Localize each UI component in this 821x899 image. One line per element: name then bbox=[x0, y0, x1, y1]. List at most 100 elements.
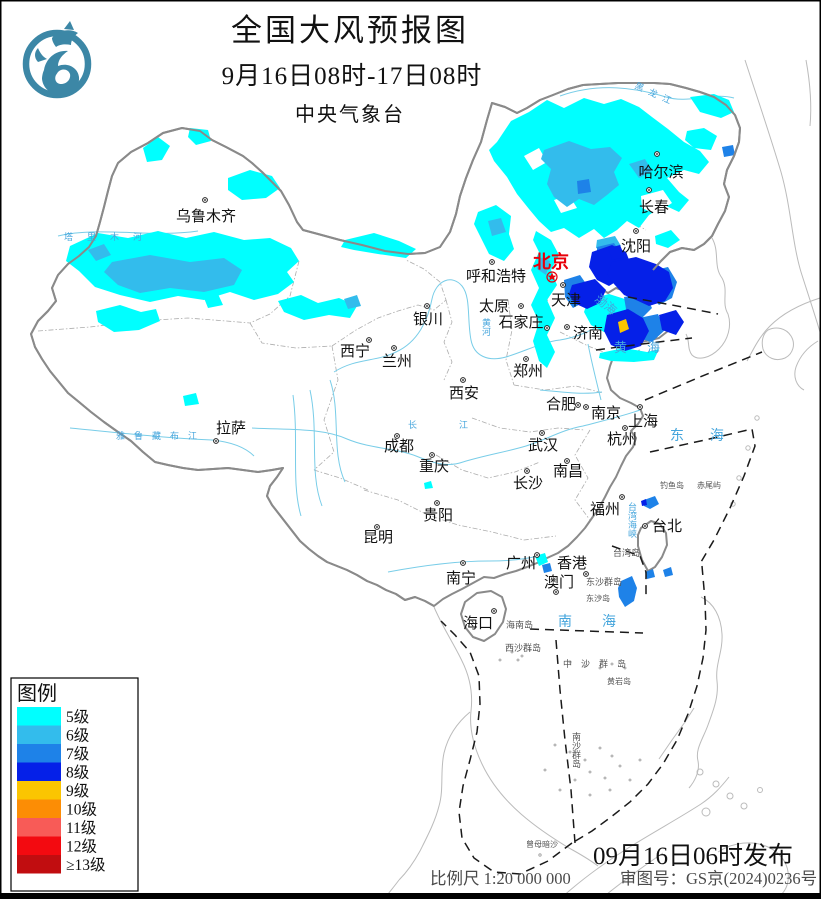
maritime-dash-lines bbox=[440, 296, 763, 875]
city-marker bbox=[619, 494, 625, 500]
city-marker bbox=[642, 523, 648, 529]
city-marker bbox=[524, 468, 530, 474]
city-label-guangzhou: 广州 bbox=[506, 555, 536, 572]
city-label-guiyang: 贵阳 bbox=[423, 507, 453, 524]
city-label-yinchuan: 银川 bbox=[413, 311, 443, 328]
svg-text:5级: 5级 bbox=[66, 708, 89, 726]
city-label-shanghai: 上海 bbox=[628, 413, 658, 430]
city-marker bbox=[637, 404, 643, 410]
wind-patches-level8 bbox=[569, 245, 684, 506]
issued-time: 09月16日06时发布 bbox=[593, 842, 793, 870]
cma-logo bbox=[22, 21, 92, 99]
island-label-dongsha-qundao: 东沙群岛 bbox=[586, 576, 622, 587]
city-label-taiyuan: 太原 bbox=[479, 298, 509, 315]
river-label-tarim: 塔里木河 bbox=[64, 231, 156, 242]
river-label-huanghe: 黄河 bbox=[481, 317, 491, 336]
legend-row: 8级 bbox=[17, 762, 89, 782]
city-label-chongqing: 重庆 bbox=[419, 458, 449, 475]
island-label-zengmu: 曾母暗沙 bbox=[526, 839, 558, 849]
city-label-hangzhou: 杭州 bbox=[607, 431, 637, 448]
forecast-period: 9月16日08时-17日08时 bbox=[222, 62, 483, 90]
city-marker bbox=[460, 560, 466, 566]
city-label-macau: 澳门 bbox=[544, 574, 574, 591]
city-label-chengdu: 成都 bbox=[384, 438, 414, 455]
reef-dots bbox=[498, 595, 642, 857]
island-label-hainan: 海南岛 bbox=[506, 619, 533, 630]
bottom-bar bbox=[0, 893, 821, 899]
island-label-diaoyu: 钓鱼岛 bbox=[660, 480, 684, 490]
taiwan-island bbox=[637, 520, 668, 572]
footer-block: 09月16日06时发布 比例尺 1:20 000 000 审图号：GS京(202… bbox=[430, 842, 817, 888]
sea-label-donghai: 东海 bbox=[670, 428, 750, 444]
legend-row: ≥13级 bbox=[17, 855, 106, 874]
title-block: 全国大风预报图 9月16日08时-17日08时 中央气象台 bbox=[222, 13, 483, 126]
city-label-taipei: 台北 bbox=[652, 518, 682, 535]
svg-text:10级: 10级 bbox=[66, 801, 97, 819]
svg-text:11级: 11级 bbox=[66, 819, 96, 837]
legend-row: 9级 bbox=[17, 781, 89, 800]
legend-row: 5级 bbox=[17, 707, 89, 726]
city-label-kunming: 昆明 bbox=[363, 529, 393, 546]
city-marker bbox=[366, 337, 372, 343]
island-label-taiwan: 台湾岛 bbox=[613, 547, 640, 558]
city-marker bbox=[575, 402, 581, 408]
city-label-nanchang: 南昌 bbox=[553, 463, 583, 480]
city-label-shenyang: 沈阳 bbox=[621, 238, 651, 255]
page-title: 全国大风预报图 bbox=[231, 13, 469, 48]
land-border-overlay bbox=[30, 82, 741, 607]
city-label-shijiazhuang: 石家庄 bbox=[498, 313, 543, 331]
city-label-urumqi: 乌鲁木齐 bbox=[176, 208, 236, 225]
svg-text:6级: 6级 bbox=[66, 727, 89, 745]
city-marker bbox=[374, 524, 380, 530]
city-marker bbox=[202, 197, 208, 203]
city-label-hohhot: 呼和浩特 bbox=[466, 268, 526, 285]
city-marker bbox=[583, 404, 589, 410]
city-marker bbox=[544, 325, 550, 331]
sea-label-taiwan-strait: 台湾海峡 bbox=[627, 501, 637, 539]
legend-row: 11级 bbox=[17, 818, 96, 837]
svg-text:12级: 12级 bbox=[66, 838, 97, 856]
hainan-island bbox=[460, 590, 507, 642]
river-label-yarlung: 雅鲁藏布江 bbox=[116, 430, 206, 441]
island-label-dongsha-dao: 东沙岛 bbox=[586, 593, 610, 603]
city-marker bbox=[633, 228, 639, 234]
city-marker bbox=[489, 259, 495, 265]
wind-patches-level6 bbox=[88, 141, 652, 309]
city-marker bbox=[460, 377, 466, 383]
city-label-changchun: 长春 bbox=[639, 199, 669, 216]
city-marker bbox=[429, 452, 435, 458]
city-label-hongkong: 香港 bbox=[557, 555, 587, 572]
island-label-huangyan: 黄岩岛 bbox=[607, 676, 631, 686]
city-marker bbox=[553, 589, 559, 595]
legend-row: 10级 bbox=[17, 799, 97, 819]
city-label-fuzhou: 福州 bbox=[590, 501, 620, 518]
city-label-haikou: 海口 bbox=[463, 615, 493, 632]
map-approval-number: 审图号：GS京(2024)0236号 bbox=[620, 869, 817, 888]
city-label-wuhan: 武汉 bbox=[528, 437, 558, 454]
capital-star-marker bbox=[546, 271, 558, 283]
map-scale: 比例尺 1:20 000 000 bbox=[430, 869, 571, 888]
legend-title: 图例 bbox=[17, 682, 57, 705]
city-marker bbox=[391, 345, 397, 351]
sea-label-nanhai: 南海 bbox=[558, 614, 646, 630]
city-label-zhengzhou: 郑州 bbox=[513, 363, 543, 380]
city-marker bbox=[534, 552, 540, 558]
legend-row: 12级 bbox=[17, 836, 97, 856]
city-label-beijing: 北京 bbox=[533, 251, 569, 272]
legend-row: 7级 bbox=[17, 744, 89, 763]
river-label-changjiang: 长江 bbox=[408, 419, 510, 430]
city-marker bbox=[654, 151, 660, 157]
city-marker bbox=[564, 458, 570, 464]
city-label-changsha: 长沙 bbox=[513, 475, 543, 492]
svg-text:8级: 8级 bbox=[66, 764, 89, 782]
city-label-xining: 西宁 bbox=[340, 343, 370, 360]
city-marker bbox=[434, 500, 440, 506]
svg-text:9级: 9级 bbox=[66, 782, 89, 800]
city-label-lhasa: 拉萨 bbox=[216, 420, 246, 437]
svg-text:≥13级: ≥13级 bbox=[66, 856, 106, 874]
city-marker bbox=[539, 430, 545, 436]
agency-name: 中央气象台 bbox=[295, 103, 405, 126]
island-label-zhongsha: 中沙群岛 bbox=[563, 658, 635, 669]
